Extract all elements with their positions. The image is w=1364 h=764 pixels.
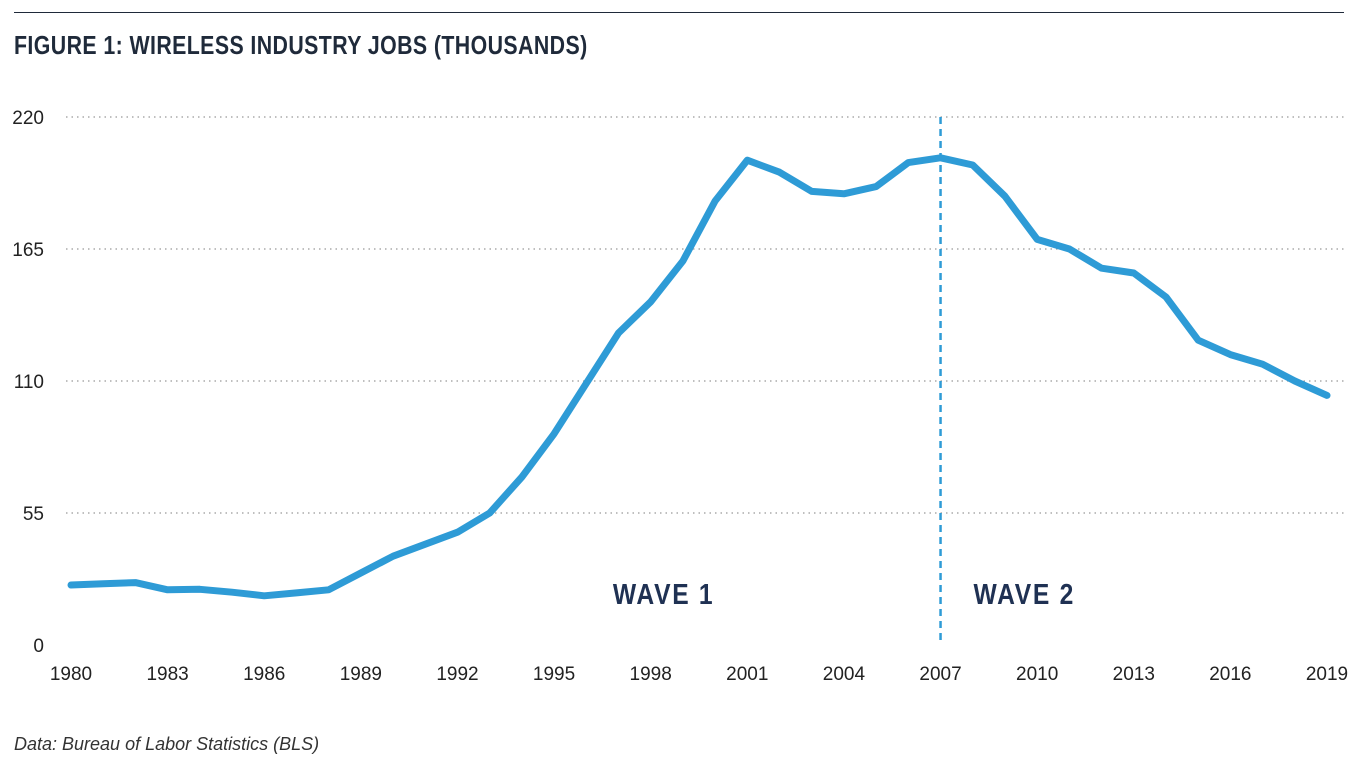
data-point xyxy=(261,592,268,599)
data-point xyxy=(1001,193,1008,200)
wave-label: WAVE 2 xyxy=(974,578,1076,610)
data-point xyxy=(1195,337,1202,344)
data-point xyxy=(583,380,590,387)
chart-title: FIGURE 1: WIRELESS INDUSTRY JOBS (THOUSA… xyxy=(14,30,588,60)
x-tick-label: 1980 xyxy=(50,664,92,685)
data-point xyxy=(647,298,654,305)
x-tick-label: 1998 xyxy=(630,664,672,685)
data-point xyxy=(518,474,525,481)
data-point xyxy=(808,188,815,195)
annotations: WAVE 1 WAVE 2 xyxy=(613,117,1076,645)
y-tick-label: 0 xyxy=(33,636,44,657)
x-axis-ticks: 1980 1983 1986 1989 1992 1995 1998 2001 2004 2007… xyxy=(50,664,1348,685)
data-point xyxy=(1098,265,1105,272)
data-point xyxy=(744,157,751,164)
data-source-note: Data: Bureau of Labor Statistics (BLS) xyxy=(14,734,320,754)
data-point xyxy=(100,580,107,587)
data-point xyxy=(132,579,139,586)
series xyxy=(67,154,1331,600)
data-point xyxy=(1066,246,1073,253)
data-point xyxy=(422,541,429,548)
data-point xyxy=(551,430,558,437)
data-point xyxy=(969,162,976,169)
data-point xyxy=(1162,294,1169,301)
x-tick-label: 2016 xyxy=(1209,664,1251,685)
data-point xyxy=(293,589,300,596)
data-point xyxy=(615,330,622,337)
series-line xyxy=(67,154,1331,600)
x-tick-label: 1992 xyxy=(436,664,478,685)
data-point xyxy=(679,258,686,265)
y-tick-label: 110 xyxy=(14,372,44,393)
wave-label: WAVE 1 xyxy=(613,578,715,610)
data-point xyxy=(229,589,236,596)
x-tick-label: 1995 xyxy=(533,664,575,685)
data-point xyxy=(454,529,461,536)
top-rule xyxy=(14,12,1344,13)
data-point xyxy=(1259,361,1266,368)
y-axis-ticks: 0 55 110 165 220 xyxy=(12,108,44,657)
data-point xyxy=(486,510,493,517)
data-point xyxy=(1227,351,1234,358)
data-point xyxy=(937,154,944,161)
x-tick-label: 2007 xyxy=(919,664,961,685)
data-point xyxy=(1324,392,1331,399)
x-tick-label: 2010 xyxy=(1016,664,1058,685)
data-point xyxy=(325,586,332,593)
x-tick-label: 2013 xyxy=(1113,664,1155,685)
y-tick-label: 165 xyxy=(12,240,44,261)
data-point xyxy=(68,582,75,589)
data-point xyxy=(776,169,783,176)
x-tick-label: 1983 xyxy=(146,664,188,685)
data-point xyxy=(1130,270,1137,277)
x-tick-label: 2019 xyxy=(1306,664,1348,685)
y-tick-label: 55 xyxy=(23,504,44,525)
data-point xyxy=(712,198,719,205)
gridlines xyxy=(66,116,1344,514)
data-point xyxy=(840,190,847,197)
data-point xyxy=(1034,236,1041,243)
x-tick-label: 2001 xyxy=(726,664,768,685)
data-point xyxy=(357,570,364,577)
y-tick-label: 220 xyxy=(12,108,44,129)
data-point xyxy=(164,586,171,593)
x-tick-label: 1989 xyxy=(340,664,382,685)
x-tick-label: 1986 xyxy=(243,664,285,685)
x-tick-label: 2004 xyxy=(823,664,866,685)
data-point xyxy=(873,183,880,190)
data-point xyxy=(905,159,912,166)
data-point xyxy=(390,553,397,560)
data-point xyxy=(1291,378,1298,385)
data-point xyxy=(196,586,203,593)
